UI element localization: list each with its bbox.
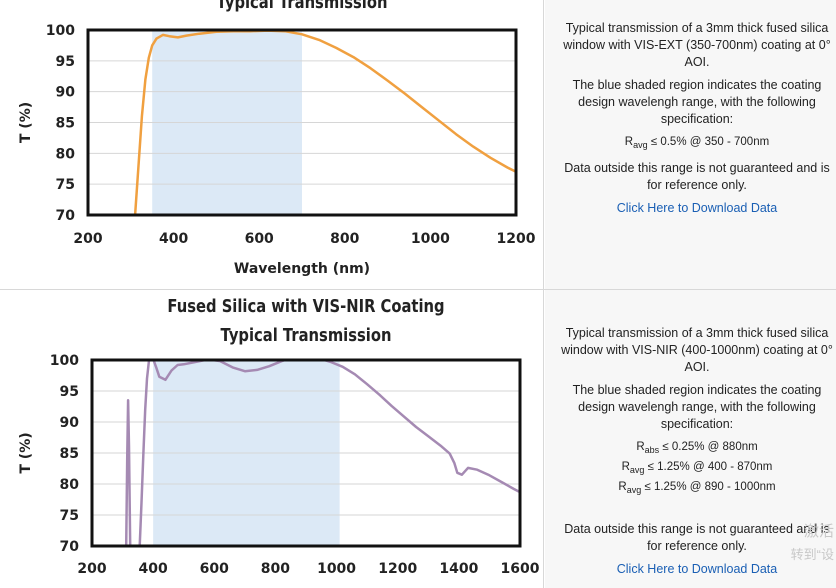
x-tick-label: 200 xyxy=(77,561,106,577)
spec-value: ≤ 0.5% @ 350 - 700nm xyxy=(650,136,770,148)
spec-line: Ravg ≤ 1.25% @ 400 - 870nm xyxy=(557,459,836,479)
x-tick-label: 600 xyxy=(245,231,274,247)
plot-frame xyxy=(90,358,522,548)
transmission-chart-vis-nir: 70 75 80 85 90 95 100 200 400 600 800 1000 1200 1400 1… xyxy=(18,296,540,577)
y-tick-label: 95 xyxy=(56,54,75,70)
y-tick-label: 80 xyxy=(56,146,76,162)
spec-line: Ravg ≤ 1.25% @ 890 - 1000nm xyxy=(557,479,836,499)
x-tick-label: 600 xyxy=(200,561,229,577)
watermark-text: 激活 xyxy=(803,523,834,540)
download-data-link[interactable]: Click Here to Download Data xyxy=(616,201,778,215)
y-tick-label: 85 xyxy=(60,446,79,462)
description-shaded-region: The blue shaded region indicates the coa… xyxy=(572,383,822,431)
x-axis-label: Wavelength (nm) xyxy=(234,261,370,277)
y-tick-label: 80 xyxy=(60,477,80,493)
description-panel-vis-nir: Typical transmission of a 3mm thick fuse… xyxy=(545,290,836,588)
x-tick-label: 400 xyxy=(159,231,188,247)
spec-symbol: R xyxy=(624,136,634,148)
y-tick-label: 90 xyxy=(60,415,80,431)
x-tick-label: 1600 xyxy=(501,561,540,577)
transmission-series-line xyxy=(124,360,520,546)
description-intro: Typical transmission of a 3mm thick fuse… xyxy=(563,21,831,69)
y-tick-label: 85 xyxy=(56,116,75,132)
description-text: Typical transmission of a 3mm thick fuse… xyxy=(557,325,836,578)
spec-symbol: R xyxy=(618,481,627,493)
x-tick-label: 1000 xyxy=(411,231,450,247)
spec-subscript: abs xyxy=(644,445,660,455)
x-tick-label: 1000 xyxy=(317,561,356,577)
spec-subscript: avg xyxy=(626,485,642,495)
y-tick-label: 90 xyxy=(56,85,76,101)
x-tick-label: 1200 xyxy=(497,231,536,247)
watermark-text: 转到“设 xyxy=(790,547,834,562)
chart-row-vis-ext: 70 75 80 85 90 95 100 200 400 600 800 1000 1200 Typic… xyxy=(0,0,836,290)
x-tick-label: 800 xyxy=(330,231,359,247)
chart-panel-vis-ext: 70 75 80 85 90 95 100 200 400 600 800 1000 1200 Typic… xyxy=(0,0,544,289)
x-tick-label: 400 xyxy=(139,561,168,577)
x-tick-label: 200 xyxy=(73,231,102,247)
y-axis-label: T (%) xyxy=(18,432,34,473)
chart-title: Typical Transmission xyxy=(221,325,392,346)
x-tick-label: 800 xyxy=(261,561,290,577)
y-tick-label: 70 xyxy=(56,208,76,224)
transmission-chart-vis-ext: 70 75 80 85 90 95 100 200 400 600 800 1000 1200 Typic… xyxy=(18,0,536,277)
spec-subscript: avg xyxy=(629,465,645,475)
plot-frame xyxy=(86,28,518,217)
spec-value: ≤ 1.25% @ 890 - 1000nm xyxy=(644,481,776,493)
spec-symbol: R xyxy=(621,461,630,473)
spec-subscript: avg xyxy=(633,140,648,150)
description-text: Typical transmission of a 3mm thick fuse… xyxy=(557,20,836,217)
description-disclaimer: Data outside this range is not guarantee… xyxy=(564,161,830,192)
x-tick-label: 1200 xyxy=(378,561,417,577)
description-intro: Typical transmission of a 3mm thick fuse… xyxy=(561,326,833,374)
x-tick-label: 1400 xyxy=(439,561,478,577)
spec-line: Rabs ≤ 0.25% @ 880nm xyxy=(557,439,836,459)
spec-symbol: R xyxy=(636,441,645,453)
description-disclaimer: Data outside this range is not guarantee… xyxy=(564,522,830,553)
y-tick-label: 75 xyxy=(60,508,79,524)
y-axis-label: T (%) xyxy=(18,102,34,143)
spec-value: ≤ 0.25% @ 880nm xyxy=(662,441,758,453)
chart-row-vis-nir: 70 75 80 85 90 95 100 200 400 600 800 1000 1200 1400 1… xyxy=(0,290,836,588)
y-tick-label: 95 xyxy=(60,384,79,400)
download-data-link[interactable]: Click Here to Download Data xyxy=(616,562,778,576)
chart-title: Typical Transmission xyxy=(217,0,388,12)
chart-panel-vis-nir: 70 75 80 85 90 95 100 200 400 600 800 1000 1200 1400 1… xyxy=(0,290,544,588)
y-tick-label: 70 xyxy=(60,539,80,555)
spec-line: Ravg ≤ 0.5% @ 350 - 700nm xyxy=(557,134,836,154)
chart-title: Fused Silica with VIS-NIR Coating xyxy=(167,296,444,317)
description-shaded-region: The blue shaded region indicates the coa… xyxy=(572,78,822,126)
y-tick-label: 75 xyxy=(56,177,75,193)
y-tick-label: 100 xyxy=(46,23,75,39)
description-panel-vis-ext: Typical transmission of a 3mm thick fuse… xyxy=(545,0,836,289)
spec-value: ≤ 1.25% @ 400 - 870nm xyxy=(647,461,773,473)
y-tick-label: 100 xyxy=(50,353,79,369)
